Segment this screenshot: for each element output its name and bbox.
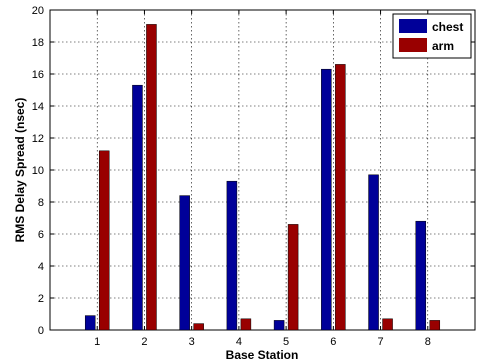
bar-chest-4 [226,180,238,331]
legend-swatch-arm [399,38,427,52]
x-axis-title: Base Station [226,348,299,362]
legend: chest arm [392,13,472,59]
x-tick-label: 4 [236,336,242,348]
bar-chest-8 [415,220,427,331]
bar-arm-4 [240,318,252,331]
y-tick-label: 12 [32,133,44,145]
y-tick-label: 4 [38,261,44,273]
y-axis-title: RMS Delay Spread (nsec) [13,98,27,243]
grid-lines [50,10,475,330]
legend-swatch-chest [399,19,427,33]
x-ticks: 1 2 3 4 5 6 7 8 [94,10,431,348]
y-tick-label: 20 [32,5,44,17]
bar-arm-5 [287,224,299,331]
x-tick-label: 8 [425,336,431,348]
bar-chest-5 [273,320,285,331]
bar-chest-3 [179,195,190,331]
bars-group [84,24,441,331]
bar-chest-7 [368,174,379,331]
x-tick-label: 2 [141,336,147,348]
y-tick-label: 0 [38,325,44,337]
bar-arm-2 [146,24,157,331]
y-ticks: 0 2 4 6 8 10 12 14 16 18 20 [32,5,475,337]
y-tick-label: 14 [32,101,44,113]
y-tick-label: 10 [32,165,44,177]
bar-arm-7 [382,318,393,331]
x-tick-label: 1 [94,336,100,348]
y-tick-label: 8 [38,197,44,209]
x-tick-label: 7 [377,336,383,348]
x-tick-label: 6 [330,336,336,348]
bar-chest-2 [132,84,143,331]
y-tick-label: 2 [38,293,44,305]
bar-arm-3 [193,323,204,331]
y-tick-label: 18 [32,37,44,49]
bar-arm-6 [335,64,346,331]
bar-chest-1 [84,315,96,331]
legend-label-chest: chest [432,20,463,34]
bar-chest-6 [321,68,332,331]
bar-arm-8 [429,320,441,331]
y-tick-label: 6 [38,229,44,241]
bar-arm-1 [98,150,110,331]
legend-label-arm: arm [432,39,454,53]
x-tick-label: 3 [189,336,195,348]
y-tick-label: 16 [32,69,44,81]
x-tick-label: 5 [283,336,289,348]
